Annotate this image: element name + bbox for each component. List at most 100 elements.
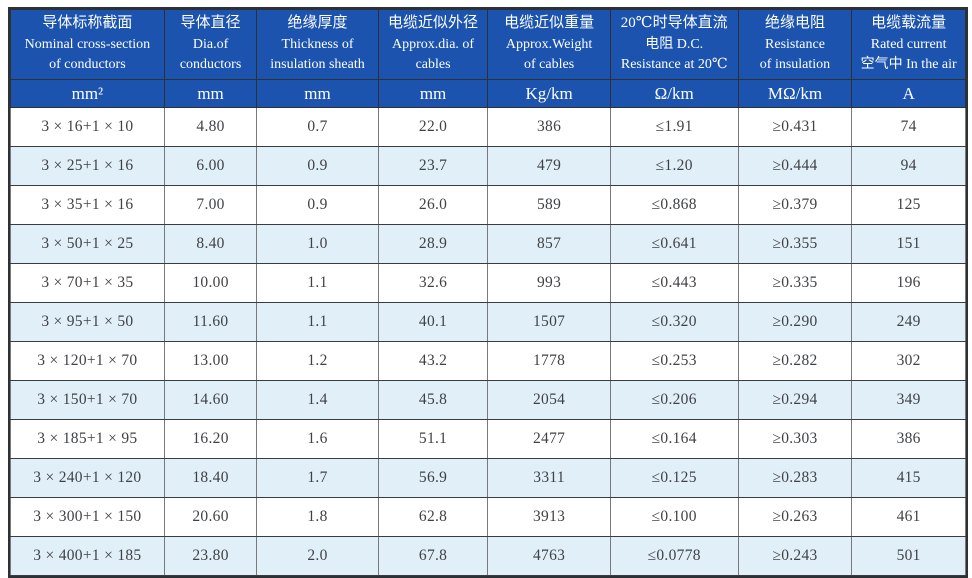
table-cell: ≤0.164 (609, 419, 739, 459)
table-row: 3 × 240+1 × 120 18.40 1.7 56.9 3311 ≤0.125 ≥0.… (10, 458, 966, 498)
table-cell: 20.60 (163, 497, 258, 537)
col-header-en-2: cables (415, 57, 451, 73)
table-cell: 993 (487, 263, 611, 303)
table-cell: 23.7 (377, 146, 489, 186)
table-cell: ≥0.290 (737, 302, 853, 342)
col-header-en-1: 电阻 D.C. (645, 37, 704, 53)
table-cell: 1.2 (256, 341, 379, 381)
table-cell: ≤0.206 (609, 380, 739, 420)
table-cell: 3 × 16+1 × 10 (10, 107, 165, 147)
table-cell: 8.40 (163, 224, 258, 264)
unit-cell-mm: mm (256, 79, 379, 108)
table-row: 3 × 95+1 × 50 11.60 1.1 40.1 1507 ≤0.320 ≥0.29… (10, 302, 966, 342)
table-cell: 1.1 (256, 302, 379, 342)
table-cell: 56.9 (377, 458, 489, 498)
col-header-en-2: insulation sheath (270, 57, 365, 73)
table-cell: 13.00 (163, 341, 258, 381)
col-header-en-2: conductors (179, 57, 242, 73)
table-cell: 74 (851, 107, 966, 147)
table-cell: 3 × 185+1 × 95 (10, 419, 165, 459)
table-cell: 3 × 240+1 × 120 (10, 458, 165, 498)
col-header-en-1: Rated current (870, 37, 947, 53)
table-cell: ≥0.294 (737, 380, 853, 420)
table-cell: ≤0.443 (609, 263, 739, 303)
table-cell: 461 (851, 497, 966, 537)
table-cell: ≥0.335 (737, 263, 853, 303)
table-cell: ≤0.253 (609, 341, 739, 381)
table-cell: 479 (487, 146, 611, 186)
col-header-en-1: Thickness of (281, 37, 354, 53)
unit-cell-mm2: mm² (10, 79, 165, 108)
col-header-zh: 20℃时导体直流 (620, 15, 728, 32)
table-cell: 3 × 120+1 × 70 (10, 341, 165, 381)
col-header-nominal-cross-section: 导体标称截面 Nominal cross-section of conducto… (10, 9, 165, 80)
table-cell: ≤0.320 (609, 302, 739, 342)
unit-cell-mohmkm: MΩ/km (737, 79, 853, 108)
table-cell: 249 (851, 302, 966, 342)
header-row-titles: 导体标称截面 Nominal cross-section of conducto… (10, 9, 966, 80)
table-cell: 3 × 25+1 × 16 (10, 146, 165, 186)
col-header-en-2: Resistance at 20℃ (620, 57, 728, 73)
table-cell: 62.8 (377, 497, 489, 537)
col-header-en-1: Approx.dia. of (392, 37, 475, 53)
table-row: 3 × 35+1 × 16 7.00 0.9 26.0 589 ≤0.868 ≥0.379 1… (10, 185, 966, 225)
table-row: 3 × 185+1 × 95 16.20 1.6 51.1 2477 ≤0.164 ≥0.3… (10, 419, 966, 459)
col-header-insulation-thickness: 绝缘厚度 Thickness of insulation sheath (256, 9, 379, 80)
table-row: 3 × 70+1 × 35 10.00 1.1 32.6 993 ≤0.443 ≥0.335… (10, 263, 966, 303)
table-cell: 1.6 (256, 419, 379, 459)
table-cell: 1.7 (256, 458, 379, 498)
table-cell: 3 × 95+1 × 50 (10, 302, 165, 342)
table-cell: 22.0 (377, 107, 489, 147)
unit-cell-kgkm: Kg/km (487, 79, 611, 108)
table-row: 3 × 400+1 × 185 23.80 2.0 67.8 4763 ≤0.0778 ≥0… (10, 536, 966, 576)
table-cell: 3 × 300+1 × 150 (10, 497, 165, 537)
table-cell: 26.0 (377, 185, 489, 225)
table-cell: 2477 (487, 419, 611, 459)
col-header-en-2: 空气中 In the air (860, 57, 957, 73)
col-header-dia-of-conductors: 导体直径 Dia.of conductors (163, 9, 258, 80)
col-header-zh: 导体直径 (180, 15, 241, 32)
table-cell: 196 (851, 263, 966, 303)
table-cell: ≤0.100 (609, 497, 739, 537)
table-cell: 3311 (487, 458, 611, 498)
unit-cell-mm: mm (163, 79, 258, 108)
table-cell: ≥0.355 (737, 224, 853, 264)
table-row: 3 × 150+1 × 70 14.60 1.4 45.8 2054 ≤0.206 ≥0.2… (10, 380, 966, 420)
table-cell: 6.00 (163, 146, 258, 186)
table-cell: ≤0.0778 (609, 536, 739, 576)
table-row: 3 × 120+1 × 70 13.00 1.2 43.2 1778 ≤0.253 ≥0.2… (10, 341, 966, 381)
table-cell: ≤0.125 (609, 458, 739, 498)
table-cell: 302 (851, 341, 966, 381)
table-cell: 857 (487, 224, 611, 264)
table-cell: 501 (851, 536, 966, 576)
table-row: 3 × 50+1 × 25 8.40 1.0 28.9 857 ≤0.641 ≥0.355 1… (10, 224, 966, 264)
table-cell: 386 (487, 107, 611, 147)
table-cell: 1.8 (256, 497, 379, 537)
table-cell: 0.9 (256, 146, 379, 186)
table-cell: ≤0.641 (609, 224, 739, 264)
col-header-zh: 电缆载流量 (871, 15, 947, 32)
unit-cell-ohmkm: Ω/km (609, 79, 739, 108)
table-cell: 1.4 (256, 380, 379, 420)
table-cell: ≥0.379 (737, 185, 853, 225)
table-cell: 125 (851, 185, 966, 225)
col-header-zh: 电缆近似重量 (504, 15, 595, 32)
col-header-insulation-resistance: 绝缘电阻 Resistance of insulation (737, 9, 853, 80)
table-cell: ≤0.868 (609, 185, 739, 225)
table-cell: 16.20 (163, 419, 258, 459)
table-cell: 43.2 (377, 341, 489, 381)
col-header-en-2: of insulation (759, 57, 831, 73)
table-cell: 3 × 150+1 × 70 (10, 380, 165, 420)
table-cell: 67.8 (377, 536, 489, 576)
table-cell: 1.0 (256, 224, 379, 264)
col-header-en-2: of conductors (49, 57, 126, 73)
table-cell: 45.8 (377, 380, 489, 420)
table-header: 导体标称截面 Nominal cross-section of conducto… (10, 9, 966, 108)
table-cell: 3 × 50+1 × 25 (10, 224, 165, 264)
table-cell: 4.80 (163, 107, 258, 147)
table-cell: ≤1.91 (609, 107, 739, 147)
unit-cell-a: A (851, 79, 966, 108)
table-cell: 3913 (487, 497, 611, 537)
col-header-en-1: Dia.of (192, 37, 229, 53)
table-cell: 3 × 400+1 × 185 (10, 536, 165, 576)
